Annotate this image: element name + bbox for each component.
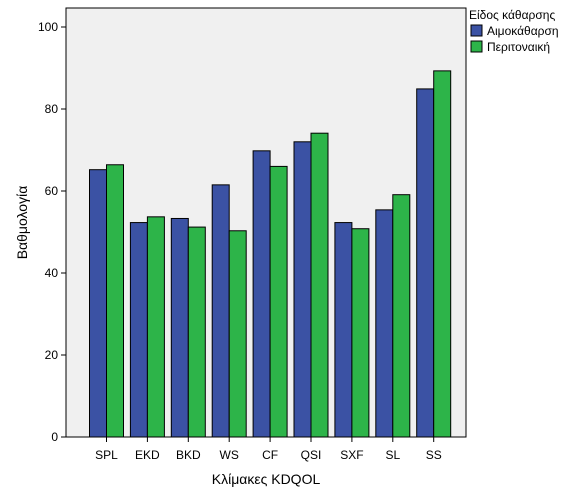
bar-qsi-series-2 xyxy=(310,132,329,438)
bar-bkd-series-1 xyxy=(170,217,189,438)
ticks-layer: SPL EKD BKD WS CF QSI SXF SL SS 0 20 40 60 80 100 xyxy=(38,20,442,462)
bar-bkd-series-2 xyxy=(187,226,206,438)
bar-ss-series-1 xyxy=(416,88,435,438)
y-tick-label: 0 xyxy=(51,430,58,444)
bars-layer xyxy=(89,70,452,442)
x-tick-label: SS xyxy=(426,448,442,462)
bar-sxf-series-1 xyxy=(334,222,353,438)
legend-label-hemodialysis: Αιμοκάθαρση xyxy=(487,24,559,38)
x-axis-title: Κλίμακες KDQOL xyxy=(212,471,321,487)
x-tick-label: SL xyxy=(385,448,400,462)
x-tick-label: SPL xyxy=(95,448,118,462)
y-axis-title: Βαθμολογία xyxy=(14,186,30,260)
legend-swatch-peritoneal xyxy=(470,40,483,53)
x-tick-label: EKD xyxy=(135,448,160,462)
bar-ekd-series-1 xyxy=(129,222,148,438)
bar-cf-series-1 xyxy=(252,150,271,438)
bar-sl-series-2 xyxy=(392,194,411,438)
bar-ekd-series-2 xyxy=(146,216,165,438)
bar-cf-series-2 xyxy=(269,165,288,438)
bar-qsi-series-1 xyxy=(293,141,312,438)
bar-ss-series-2 xyxy=(433,70,452,438)
x-tick-label: QSI xyxy=(301,448,322,462)
y-tick-label: 40 xyxy=(45,266,59,280)
bar-sl-series-1 xyxy=(375,209,394,438)
y-tick-label: 100 xyxy=(38,20,58,34)
bar-ws-series-1 xyxy=(211,184,230,438)
legend: Είδος κάθαρσης Αιμοκάθαρση Περιτοναική xyxy=(469,8,559,54)
x-tick-label: BKD xyxy=(176,448,201,462)
x-tick-label: WS xyxy=(220,448,239,462)
legend-title: Είδος κάθαρσης xyxy=(469,8,555,22)
y-tick-label: 60 xyxy=(45,184,59,198)
bar-spl-series-2 xyxy=(106,164,124,438)
legend-swatch-hemodialysis xyxy=(470,24,483,37)
x-tick-label: CF xyxy=(262,448,278,462)
legend-label-peritoneal: Περιτοναική xyxy=(487,40,550,54)
y-tick-label: 20 xyxy=(45,348,59,362)
bar-spl-series-1 xyxy=(89,169,107,438)
x-tick-label: SXF xyxy=(340,448,363,462)
bar-sxf-series-2 xyxy=(351,228,370,438)
bar-ws-series-2 xyxy=(228,230,247,438)
y-tick-label: 80 xyxy=(45,102,59,116)
